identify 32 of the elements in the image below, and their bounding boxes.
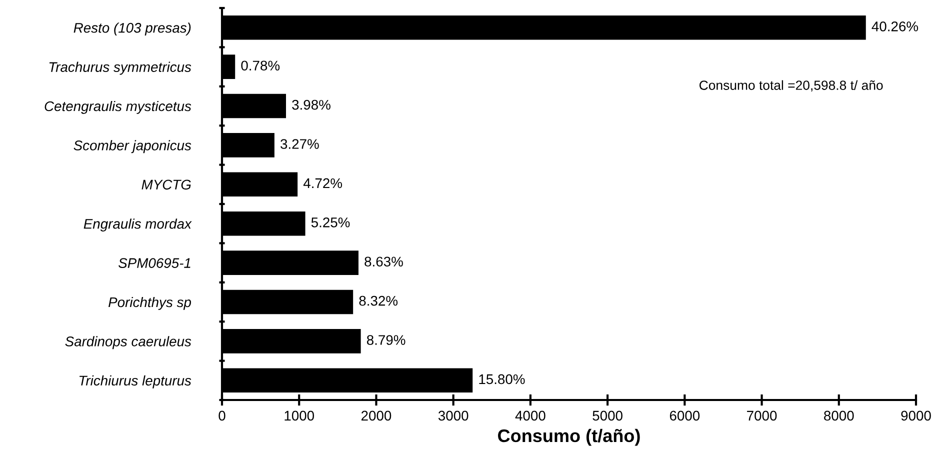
annotation: 3.98% [292, 100, 330, 110]
x-tick-label: 1000 [284, 410, 314, 421]
y-tick-label: Trichiurus lepturus [79, 375, 192, 388]
y-tick-label: Cetengraulis mysticetus [44, 100, 192, 114]
x-tick-label: 7000 [747, 410, 777, 421]
x-tick-label: 5000 [592, 410, 622, 421]
x-axis-title: Consumo (t/año) [498, 428, 640, 446]
annotation: 3.27% [280, 139, 319, 149]
y-tick-label: Sardinops caeruleus [65, 336, 192, 350]
y-tick-label: Trachurus symmetricus [49, 62, 192, 75]
x-tick-label: 6000 [670, 410, 700, 421]
x-tick-label: 4000 [515, 410, 546, 421]
x-tick-label: 3000 [438, 410, 468, 421]
annotation: 8.63% [364, 256, 403, 267]
x-tick-label: 9000 [901, 410, 931, 421]
x-tick-label: 0 [218, 410, 226, 421]
x-tick-label: 2000 [361, 410, 392, 421]
x-tick-label: 8000 [824, 410, 854, 421]
annotation: 4.72% [303, 178, 342, 188]
y-tick-label: Porichthys sp [108, 296, 191, 310]
annotation: 5.25% [311, 217, 350, 228]
annotation: 0.78% [241, 60, 280, 71]
y-tick-label: Engraulis mordax [84, 218, 192, 232]
y-tick-label: Resto (103 presas) [74, 22, 191, 36]
y-tick-label: SPM0695-1 [118, 258, 190, 268]
y-tick-label: MYCTG [142, 180, 191, 190]
annotation: 8.32% [359, 296, 398, 306]
annotation: 40.26% [872, 21, 918, 32]
annotation: Consumo total =20,598.8 t/ año [700, 80, 883, 92]
annotation: 15.80% [479, 374, 525, 384]
annotation: 8.79% [366, 335, 406, 345]
y-tick-label: Scomber japonicus [74, 140, 192, 154]
